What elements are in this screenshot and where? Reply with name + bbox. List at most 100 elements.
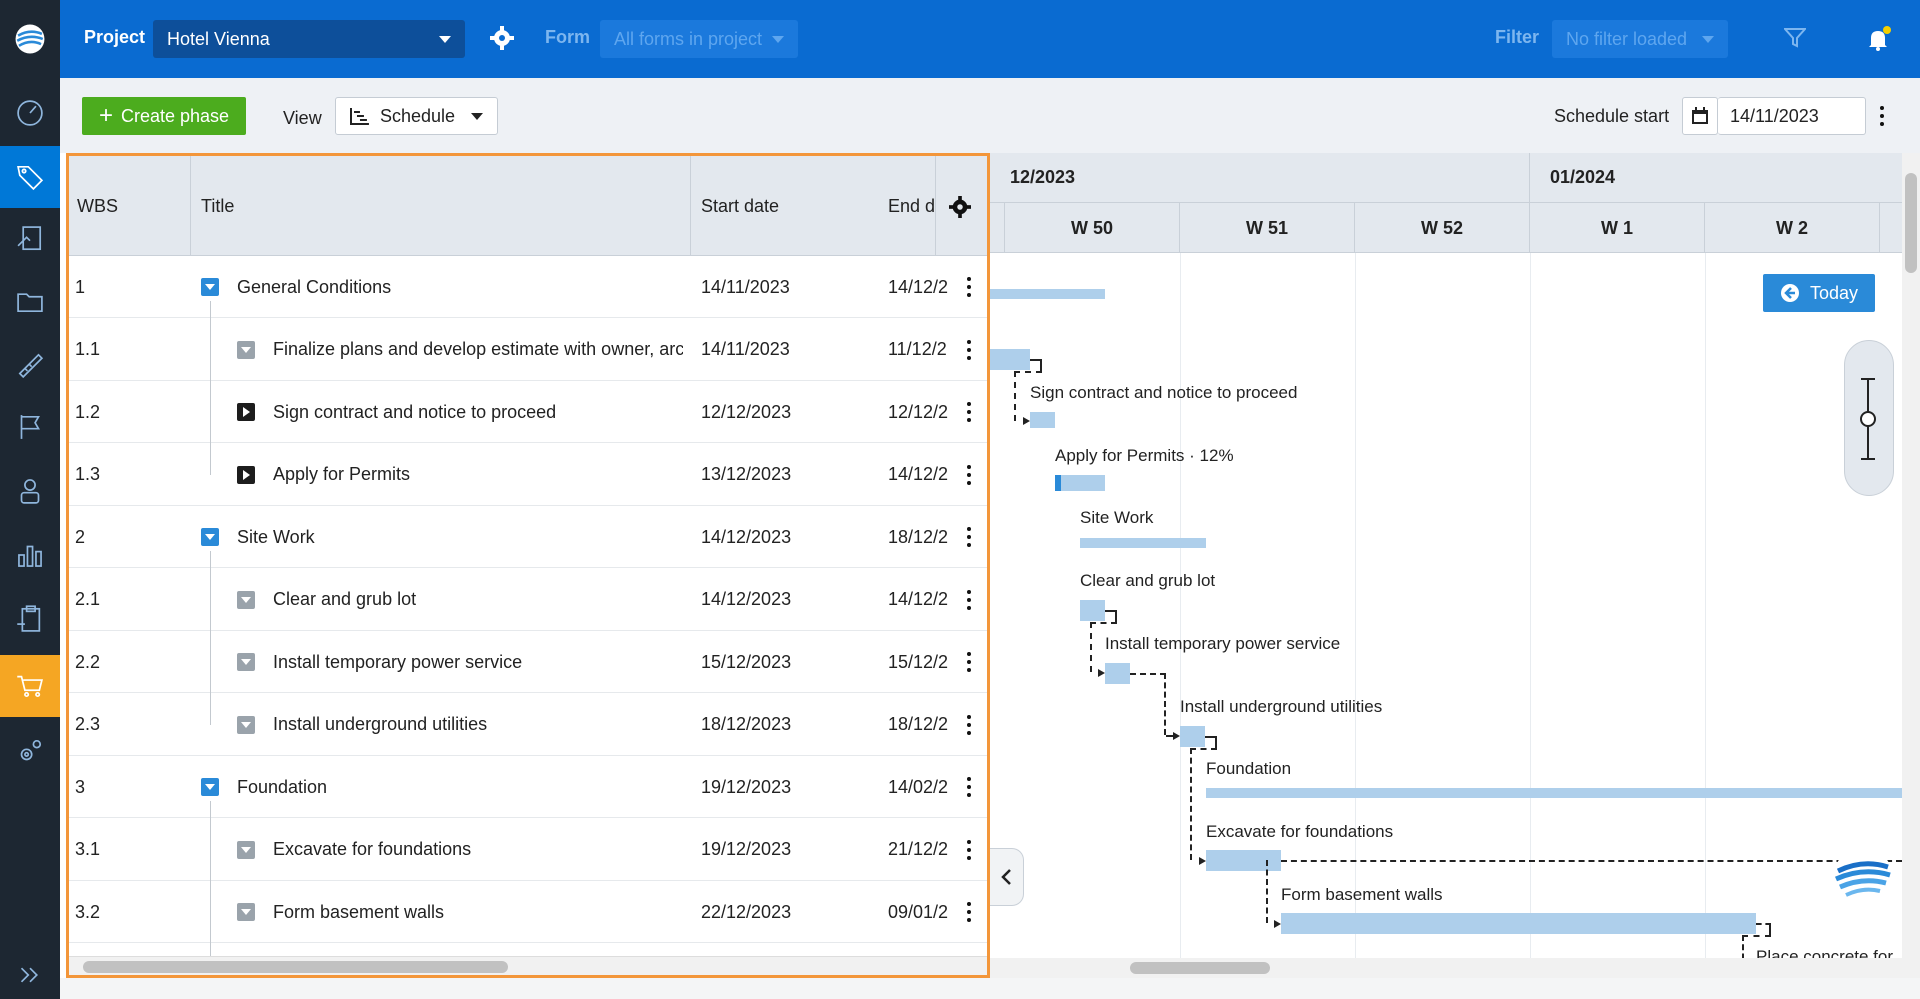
scrollbar-thumb[interactable]: [1905, 173, 1917, 273]
play-task-icon[interactable]: [237, 465, 255, 484]
cell-title[interactable]: Finalize plans and develop estimate with…: [237, 319, 683, 381]
row-menu-icon[interactable]: [967, 839, 971, 860]
row-menu-icon[interactable]: [967, 714, 971, 735]
play-task-icon[interactable]: [237, 403, 255, 421]
row-menu-icon[interactable]: [967, 277, 971, 297]
form-select[interactable]: All forms in project: [600, 20, 798, 58]
flag-icon[interactable]: [0, 396, 60, 458]
table-row[interactable]: 2.1 Clear and grub lot 14/12/2023 14/12/2: [69, 569, 987, 631]
task-bar-excavate[interactable]: [1206, 850, 1281, 871]
row-menu-icon[interactable]: [967, 464, 971, 485]
task-bar-underground-utilities[interactable]: [1180, 726, 1205, 747]
gantt-horizontal-scrollbar[interactable]: [990, 958, 1902, 978]
view-select[interactable]: Schedule: [335, 97, 498, 135]
task-bar-clear-grub[interactable]: [1080, 600, 1105, 621]
cell-title[interactable]: Install underground utilities: [237, 694, 683, 756]
tree-connector: [210, 551, 211, 725]
column-header-wbs[interactable]: WBS: [69, 156, 191, 256]
cell-title[interactable]: Foundation: [201, 756, 683, 818]
cell-title[interactable]: General Conditions: [201, 256, 683, 318]
table-row[interactable]: 1.1 Finalize plans and develop estimate w…: [69, 319, 987, 381]
scrollbar-thumb[interactable]: [83, 961, 508, 973]
column-settings-gear-icon[interactable]: [949, 196, 971, 223]
bar-chart-icon[interactable]: [0, 524, 60, 586]
cell-start-date: 15/12/2023: [701, 651, 792, 672]
column-header-end-date[interactable]: End da: [878, 156, 936, 256]
vertical-scrollbar[interactable]: [1902, 153, 1920, 978]
cell-start-date: 19/12/2023: [701, 776, 792, 797]
assistant-logo-icon[interactable]: [1832, 845, 1894, 907]
column-header-title[interactable]: Title: [191, 156, 691, 256]
project-select[interactable]: Hotel Vienna: [153, 20, 465, 58]
more-options-icon[interactable]: [1880, 106, 1884, 126]
expand-task-icon[interactable]: [237, 340, 255, 359]
column-header-start-date[interactable]: Start date: [701, 195, 780, 216]
ruler-pencil-icon[interactable]: [0, 334, 60, 396]
table-row[interactable]: 1.2 Sign contract and notice to proceed 12…: [69, 381, 987, 443]
view-select-value: Schedule: [379, 105, 455, 126]
zoom-slider-handle[interactable]: [1860, 411, 1876, 427]
create-phase-button[interactable]: + Create phase: [82, 97, 246, 135]
expand-task-icon[interactable]: [237, 653, 255, 671]
expand-task-icon[interactable]: [237, 590, 255, 609]
settings-gears-icon[interactable]: [0, 720, 60, 782]
forms-document-icon[interactable]: [0, 208, 60, 270]
collapse-panel-button[interactable]: [990, 848, 1024, 906]
cell-title[interactable]: Excavate for foundations: [237, 819, 683, 881]
table-row[interactable]: 1 General Conditions 14/11/2023 14/12/2: [69, 256, 987, 318]
row-menu-icon[interactable]: [967, 777, 971, 797]
task-bar-apply-permits[interactable]: [1055, 475, 1105, 491]
cell-title[interactable]: Sign contract and notice to proceed: [237, 381, 683, 443]
row-menu-icon[interactable]: [967, 339, 971, 360]
filter-funnel-icon[interactable]: [1782, 28, 1808, 53]
row-menu-icon[interactable]: [967, 402, 971, 422]
filter-select[interactable]: No filter loaded: [1552, 20, 1728, 58]
notifications-bell-icon[interactable]: [1866, 26, 1892, 57]
today-button[interactable]: Today: [1763, 274, 1875, 312]
task-bar-finalize-plans[interactable]: [990, 349, 1030, 370]
cell-title[interactable]: Apply for Permits: [237, 444, 683, 506]
app-logo-icon[interactable]: [0, 8, 60, 70]
row-menu-icon[interactable]: [967, 589, 971, 610]
tags-icon[interactable]: [0, 146, 60, 208]
task-bar-sign-contract[interactable]: [1030, 412, 1055, 428]
summary-bar-foundation[interactable]: [1206, 788, 1902, 798]
task-bar-basement-walls[interactable]: [1281, 913, 1756, 934]
schedule-start-input[interactable]: 14/11/2023: [1718, 97, 1866, 135]
row-menu-icon[interactable]: [967, 652, 971, 672]
shopping-cart-icon[interactable]: [0, 655, 60, 717]
wbs-table: WBS Title Start date End da 1 General Con…: [66, 153, 990, 978]
zoom-slider[interactable]: [1844, 340, 1894, 496]
expand-task-icon[interactable]: [237, 840, 255, 859]
collapse-group-icon[interactable]: [201, 528, 219, 546]
calendar-button[interactable]: [1682, 97, 1718, 135]
table-row[interactable]: 3 Foundation 19/12/2023 14/02/2: [69, 756, 987, 818]
table-row[interactable]: 3.1 Excavate for foundations 19/12/2023 21/…: [69, 819, 987, 881]
expand-nav-icon[interactable]: [0, 944, 60, 999]
table-row[interactable]: 2.2 Install temporary power service 15/12/…: [69, 631, 987, 693]
cell-title[interactable]: Install temporary power service: [237, 631, 683, 693]
row-menu-icon[interactable]: [967, 902, 971, 922]
task-bar-temp-power[interactable]: [1105, 663, 1130, 684]
expand-task-icon[interactable]: [237, 715, 255, 734]
expand-task-icon[interactable]: [237, 903, 255, 921]
table-row[interactable]: 2 Site Work 14/12/2023 18/12/2: [69, 506, 987, 568]
cell-title[interactable]: Form basement walls: [237, 881, 683, 943]
project-settings-gear-icon[interactable]: [490, 26, 514, 55]
folder-icon[interactable]: [0, 270, 60, 332]
clipboard-icon[interactable]: [0, 588, 60, 650]
cell-title[interactable]: Clear and grub lot: [237, 569, 683, 631]
cell-title[interactable]: Site Work: [201, 506, 683, 568]
table-row[interactable]: 3.2 Form basement walls 22/12/2023 09/01/2: [69, 881, 987, 943]
scrollbar-thumb[interactable]: [1130, 962, 1270, 974]
table-row[interactable]: 2.3 Install underground utilities 18/12/20…: [69, 694, 987, 756]
table-row[interactable]: 1.3 Apply for Permits 13/12/2023 14/12/2: [69, 444, 987, 506]
summary-bar-general-conditions[interactable]: [990, 289, 1105, 299]
summary-bar-site-work[interactable]: [1080, 538, 1206, 548]
collapse-group-icon[interactable]: [201, 278, 219, 296]
user-icon[interactable]: [0, 460, 60, 522]
collapse-group-icon[interactable]: [201, 778, 219, 796]
table-horizontal-scrollbar[interactable]: [69, 956, 987, 975]
dashboard-gauge-icon[interactable]: [0, 82, 60, 144]
row-menu-icon[interactable]: [967, 527, 971, 547]
